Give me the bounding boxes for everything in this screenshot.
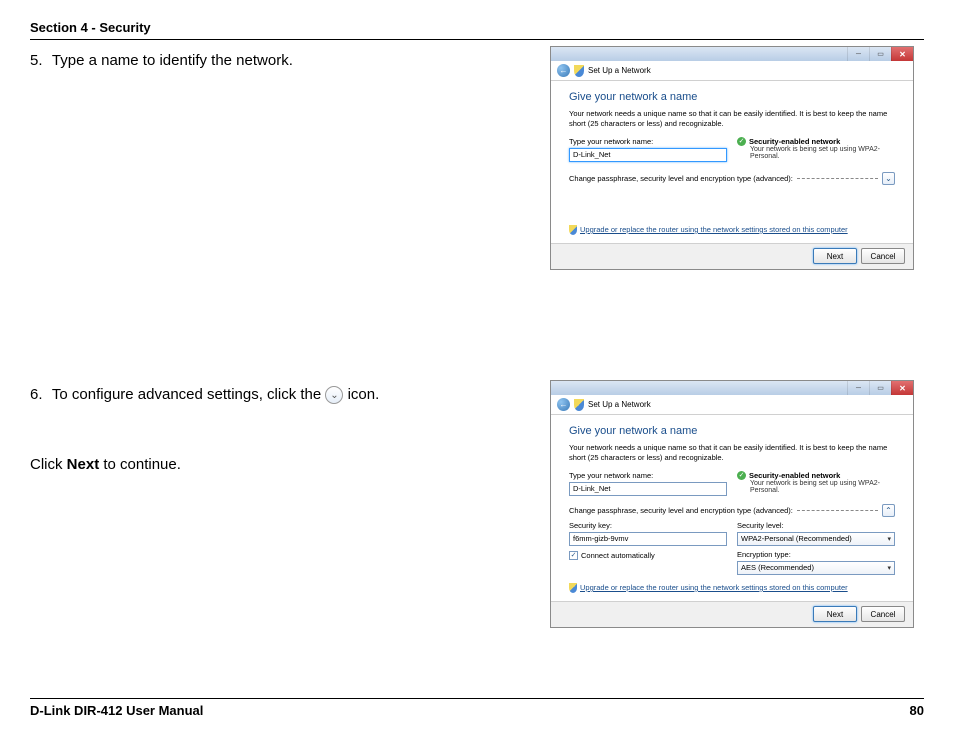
shield-icon [574, 65, 584, 77]
dialog-2-body: Give your network a name Your network ne… [551, 415, 913, 601]
network-name-label-2: Type your network name: [569, 471, 727, 480]
check-icon-2: ✓ [737, 471, 746, 480]
close-button[interactable]: ✕ [891, 47, 913, 61]
encryption-label: Encryption type: [737, 550, 895, 559]
dialog-1-titlebar: ← Set Up a Network [551, 61, 913, 81]
content-area: 5. Type a name to identify the network. … [30, 40, 924, 680]
chevron-down-icon: ⌄ [325, 386, 343, 404]
back-icon-2[interactable]: ← [557, 398, 570, 411]
footer-left: D-Link DIR-412 User Manual [30, 703, 203, 718]
advanced-label: Change passphrase, security level and en… [569, 174, 793, 183]
click-next-line: Click Next to continue. [30, 456, 181, 473]
dialog-2-chrome: ─ ▭ ✕ [551, 381, 913, 395]
upgrade-link[interactable]: Upgrade or replace the router using the … [580, 225, 848, 234]
security-enabled-title-2: Security-enabled network [749, 471, 840, 480]
security-key-input[interactable] [569, 532, 727, 546]
next-button[interactable]: Next [813, 248, 857, 264]
step-6: 6. To configure advanced settings, click… [30, 386, 379, 404]
security-enabled-sub-2: Your network is being set up using WPA2-… [750, 480, 895, 494]
advanced-dash [797, 178, 878, 179]
footer-right: 80 [910, 703, 924, 718]
close-button-2[interactable]: ✕ [891, 381, 913, 395]
security-level-label: Security level: [737, 521, 895, 530]
cancel-button-2[interactable]: Cancel [861, 606, 905, 622]
maximize-button-2[interactable]: ▭ [869, 381, 891, 395]
expand-button[interactable]: ⌄ [882, 172, 895, 185]
dialog-1-heading: Give your network a name [569, 91, 895, 103]
page-footer: D-Link DIR-412 User Manual 80 [30, 698, 924, 718]
advanced-label-2: Change passphrase, security level and en… [569, 506, 793, 515]
security-level-select[interactable]: WPA2-Personal (Recommended)▾ [737, 532, 895, 546]
dialog-2-titlebar: ← Set Up a Network [551, 395, 913, 415]
click-next-b: to continue. [99, 456, 181, 473]
dialog-2-title: Set Up a Network [588, 400, 651, 409]
advanced-dash-2 [797, 510, 878, 511]
collapse-button[interactable]: ⌃ [882, 504, 895, 517]
dialog-2-description: Your network needs a unique name so that… [569, 443, 895, 463]
step-5: 5. Type a name to identify the network. [30, 52, 293, 69]
dialog-1-footer: Next Cancel [551, 243, 913, 269]
encryption-value: AES (Recommended) [741, 563, 814, 572]
shield-icon-2 [574, 399, 584, 411]
maximize-button[interactable]: ▭ [869, 47, 891, 61]
security-level-value: WPA2-Personal (Recommended) [741, 534, 852, 543]
click-next-bold: Next [67, 456, 100, 473]
shield-icon-small-2 [569, 583, 577, 593]
security-enabled-sub: Your network is being set up using WPA2-… [750, 146, 895, 160]
network-name-input-2[interactable] [569, 482, 727, 496]
shield-icon-small [569, 225, 577, 235]
connect-auto-label: Connect automatically [581, 551, 655, 560]
footer-rule [30, 698, 924, 699]
dialog-2-heading: Give your network a name [569, 425, 895, 437]
dialog-1-body: Give your network a name Your network ne… [551, 81, 913, 243]
dialog-2-footer: Next Cancel [551, 601, 913, 627]
security-enabled-title: Security-enabled network [749, 137, 840, 146]
network-name-input[interactable] [569, 148, 727, 162]
check-icon: ✓ [737, 137, 746, 146]
dialog-1-chrome: ─ ▭ ✕ [551, 47, 913, 61]
upgrade-link-2[interactable]: Upgrade or replace the router using the … [580, 583, 848, 592]
page-header: Section 4 - Security [30, 20, 924, 35]
step-5-num: 5. [30, 52, 48, 69]
step-6-num: 6. [30, 386, 48, 403]
security-key-label: Security key: [569, 521, 727, 530]
dialog-1-title: Set Up a Network [588, 66, 651, 75]
dialog-1-description: Your network needs a unique name so that… [569, 109, 895, 129]
dialog-1: ─ ▭ ✕ ← Set Up a Network Give your netwo… [550, 46, 914, 270]
encryption-select[interactable]: AES (Recommended)▾ [737, 561, 895, 575]
cancel-button[interactable]: Cancel [861, 248, 905, 264]
click-next-a: Click [30, 456, 67, 473]
minimize-button-2[interactable]: ─ [847, 381, 869, 395]
step-6-text-b: icon. [348, 386, 380, 403]
connect-auto-checkbox[interactable]: ✓ [569, 551, 578, 560]
back-icon[interactable]: ← [557, 64, 570, 77]
dialog-2: ─ ▭ ✕ ← Set Up a Network Give your netwo… [550, 380, 914, 628]
minimize-button[interactable]: ─ [847, 47, 869, 61]
network-name-label: Type your network name: [569, 137, 727, 146]
next-button-2[interactable]: Next [813, 606, 857, 622]
step-5-text: Type a name to identify the network. [52, 52, 293, 69]
step-6-text-a: To configure advanced settings, click th… [52, 386, 326, 403]
